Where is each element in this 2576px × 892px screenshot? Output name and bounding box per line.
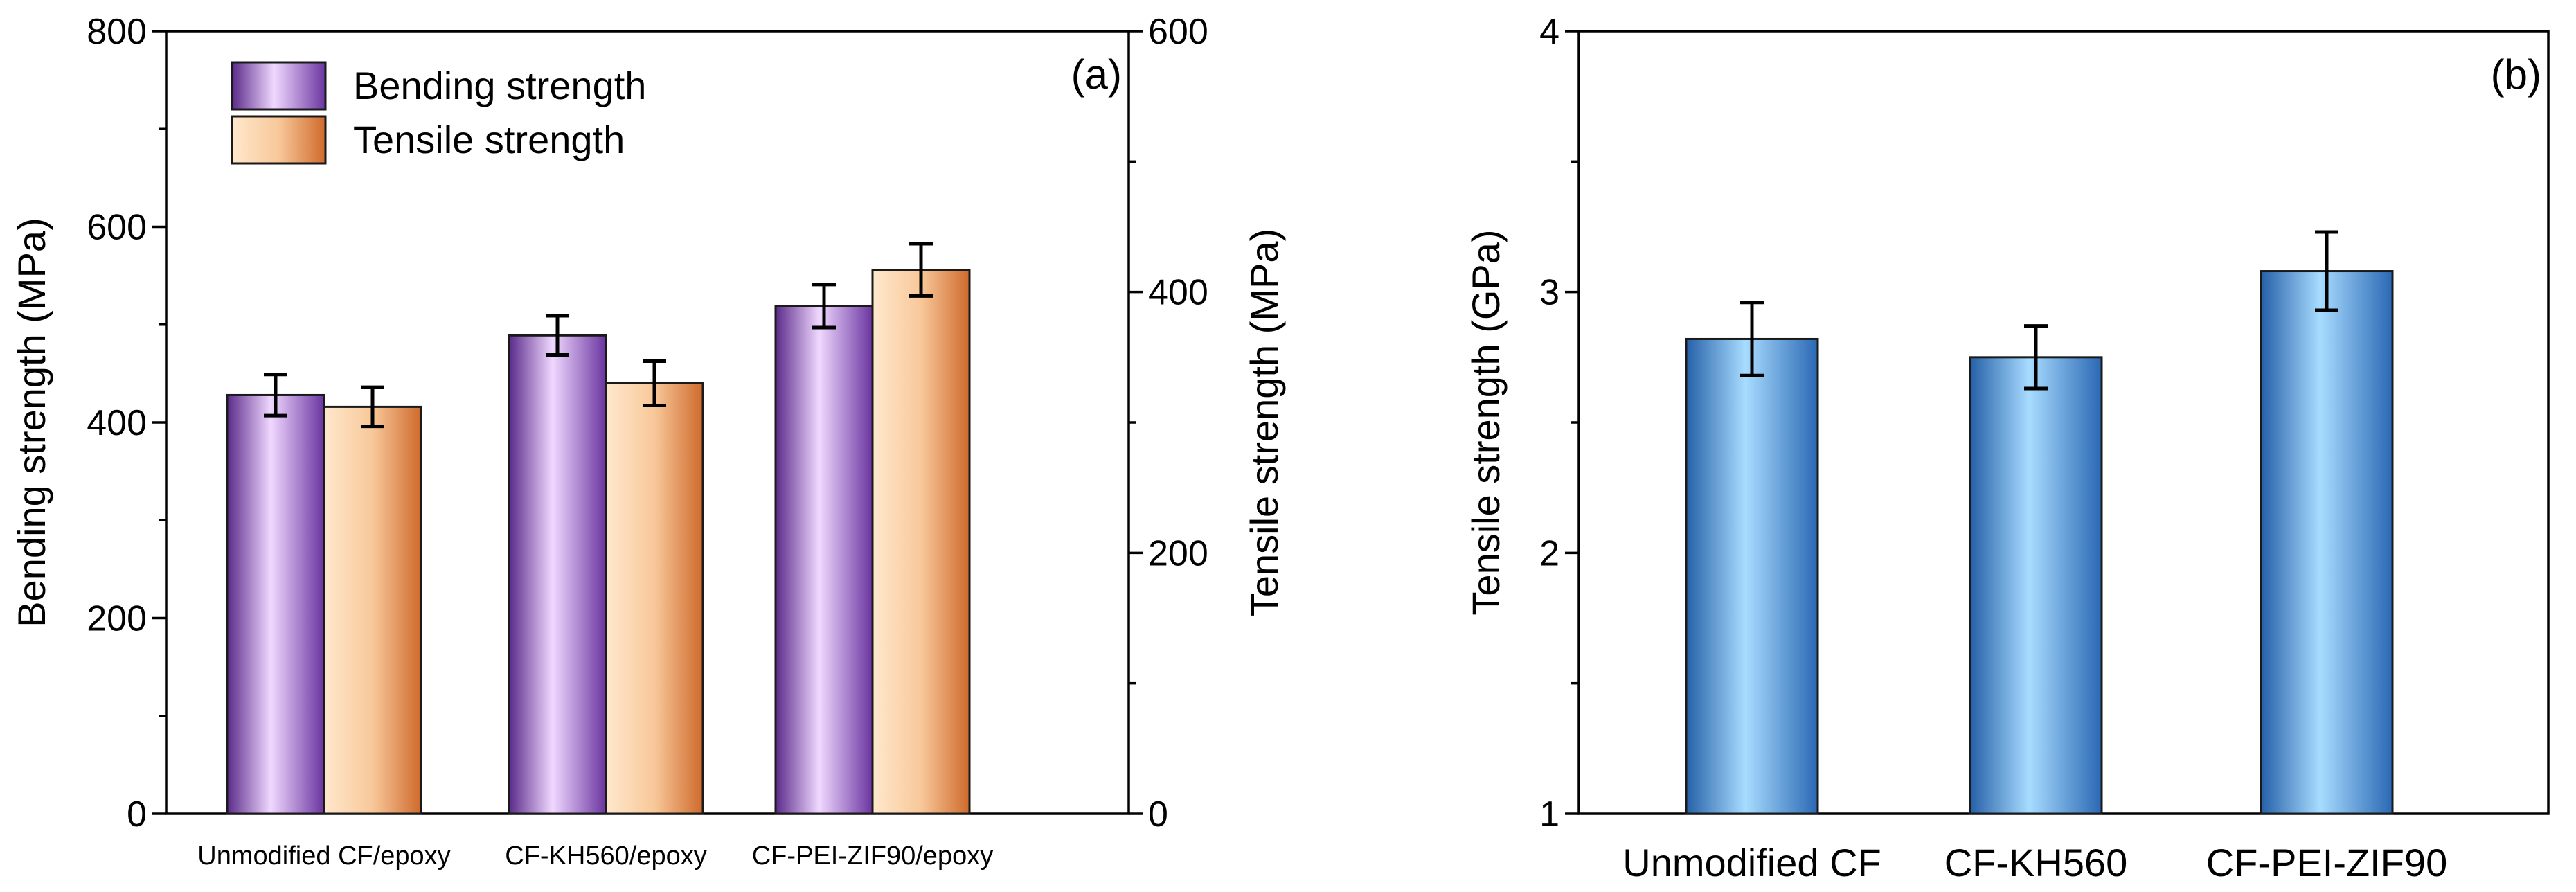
- panel-b-bar: [1685, 337, 1819, 815]
- panel-a-ylabel: Bending strength (MPa): [10, 217, 53, 627]
- panel-b-category-label: CF-KH560: [1944, 841, 2128, 884]
- panel-b-ticks: [1565, 30, 2328, 815]
- panel-b-tick-label: 1: [1539, 794, 1559, 835]
- panel-b-tick-label: 4: [1539, 12, 1559, 52]
- panel-a-category-label: CF-PEI-ZIF90/epoxy: [752, 841, 993, 871]
- panel-a-errorbar-bending: [264, 373, 287, 418]
- panel-a-category-label: Unmodified CF/epoxy: [197, 841, 450, 871]
- panel-b-errorbars: [1740, 230, 2338, 391]
- panel-a-bar-tensile: [871, 269, 971, 815]
- panel-a-errorbar-tensile: [643, 359, 666, 408]
- legend: Bending strength Tensile strength: [231, 61, 646, 165]
- legend-label-bending: Bending strength: [353, 64, 646, 107]
- panel-a-category-labels: Unmodified CF/epoxy CF-KH560/epoxy CF-PEI-…: [197, 841, 993, 871]
- panel-b-category-label: CF-PEI-ZIF90: [2206, 841, 2447, 884]
- panel-a-bar-bending: [774, 305, 874, 815]
- panel-b-tick-labels: 1 2 3 4: [1539, 12, 1559, 835]
- panel-a-ylabel-right: Tensile strength (MPa): [1242, 229, 1286, 616]
- panel-a-right-tick-label: 200: [1148, 533, 1208, 573]
- panel-a-label: (a): [1071, 51, 1122, 98]
- panel-a-right-tick-label: 0: [1148, 794, 1168, 835]
- legend-swatch-bending: [231, 61, 327, 111]
- panel-a-errorbar-tensile: [909, 242, 933, 298]
- panel-b-label: (b): [2491, 51, 2541, 98]
- legend-label-tensile: Tensile strength: [353, 118, 625, 161]
- panel-a-bar-tensile: [605, 382, 704, 815]
- panel-a-right-tick-label: 400: [1148, 273, 1208, 313]
- panel-b-errorbar: [1740, 301, 1764, 377]
- panel-a-bar-tensile: [323, 405, 422, 815]
- panel-a-errorbar-bending: [546, 314, 569, 357]
- panel-a-category-label: CF-KH560/epoxy: [505, 841, 706, 871]
- panel-b-errorbar: [2024, 324, 2048, 391]
- panel-b-ylabel: Tensile strength (GPa): [1464, 229, 1508, 615]
- panel-b: 1 2 3 4 Unmodified CF CF-KH560 CF-PEI-ZIF90 T…: [1464, 12, 2550, 884]
- panel-b-errorbar: [2315, 230, 2338, 312]
- panel-b-tick-label: 2: [1539, 533, 1559, 573]
- panel-b-bar: [1969, 356, 2103, 815]
- legend-swatch-tensile: [231, 115, 327, 165]
- panel-a-bars: [226, 269, 971, 815]
- panel-a-left-tick-label: 800: [87, 12, 147, 52]
- panel-b-tick-label: 3: [1539, 273, 1559, 313]
- panel-a-errorbar-tensile: [361, 385, 384, 429]
- panel-a-bar-bending: [226, 393, 325, 815]
- panel-a-right-tick-label: 600: [1148, 12, 1208, 52]
- panel-b-category-labels: Unmodified CF CF-KH560 CF-PEI-ZIF90: [1622, 841, 2447, 884]
- panel-a-left-tick-label: 200: [87, 599, 147, 639]
- panel-b-bars: [1685, 270, 2394, 815]
- panel-a-errorbars: [264, 242, 933, 429]
- panel-a-left-tick-label: 600: [87, 208, 147, 248]
- panel-a-errorbar-bending: [812, 283, 836, 330]
- panel-a-left-tick-label: 400: [87, 403, 147, 443]
- panel-a-tick-labels: 0 200 400 600 800 0 200 400 600: [87, 12, 1208, 835]
- panel-b-category-label: Unmodified CF: [1622, 841, 1881, 884]
- panel-a-bar-bending: [508, 334, 607, 815]
- panel-a-left-tick-label: 0: [127, 794, 147, 835]
- panel-b-bar: [2260, 270, 2394, 815]
- panel-a: 0 200 400 600 800 0 200 400 600 Unmodified CF/ep…: [10, 12, 1286, 871]
